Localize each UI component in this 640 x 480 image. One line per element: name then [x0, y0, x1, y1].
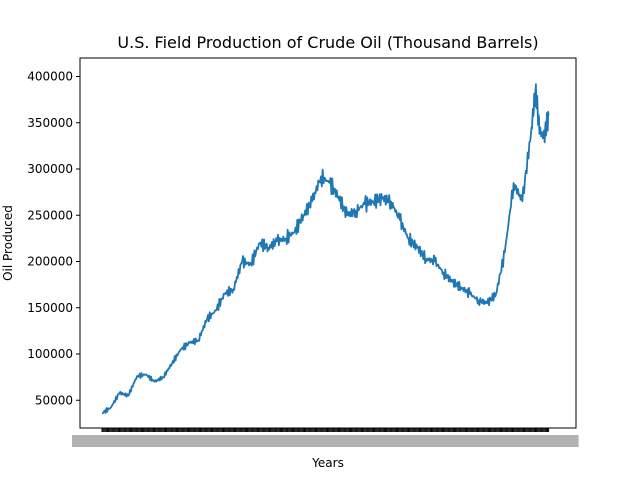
series-line	[101, 83, 550, 415]
y-tick-label: 400000	[27, 70, 73, 84]
x-tick-labels-overlap	[72, 435, 579, 447]
x-axis	[72, 428, 579, 447]
y-tick-label: 250000	[27, 208, 73, 222]
y-tick-label: 50000	[35, 393, 73, 407]
y-axis: 50000 100000 150000 200000 250000 300000 35000…	[27, 70, 80, 407]
y-tick-label: 100000	[27, 347, 73, 361]
x-axis-label: Years	[311, 456, 344, 470]
plot-frame	[79, 57, 577, 429]
y-tick-label: 200000	[27, 255, 73, 269]
chart-title: U.S. Field Production of Crude Oil (Thou…	[117, 33, 538, 52]
y-tick-label: 350000	[27, 116, 73, 130]
y-tick-label: 300000	[27, 162, 73, 176]
y-axis-label: Oil Produced	[1, 205, 15, 281]
y-tick-label: 150000	[27, 301, 73, 315]
